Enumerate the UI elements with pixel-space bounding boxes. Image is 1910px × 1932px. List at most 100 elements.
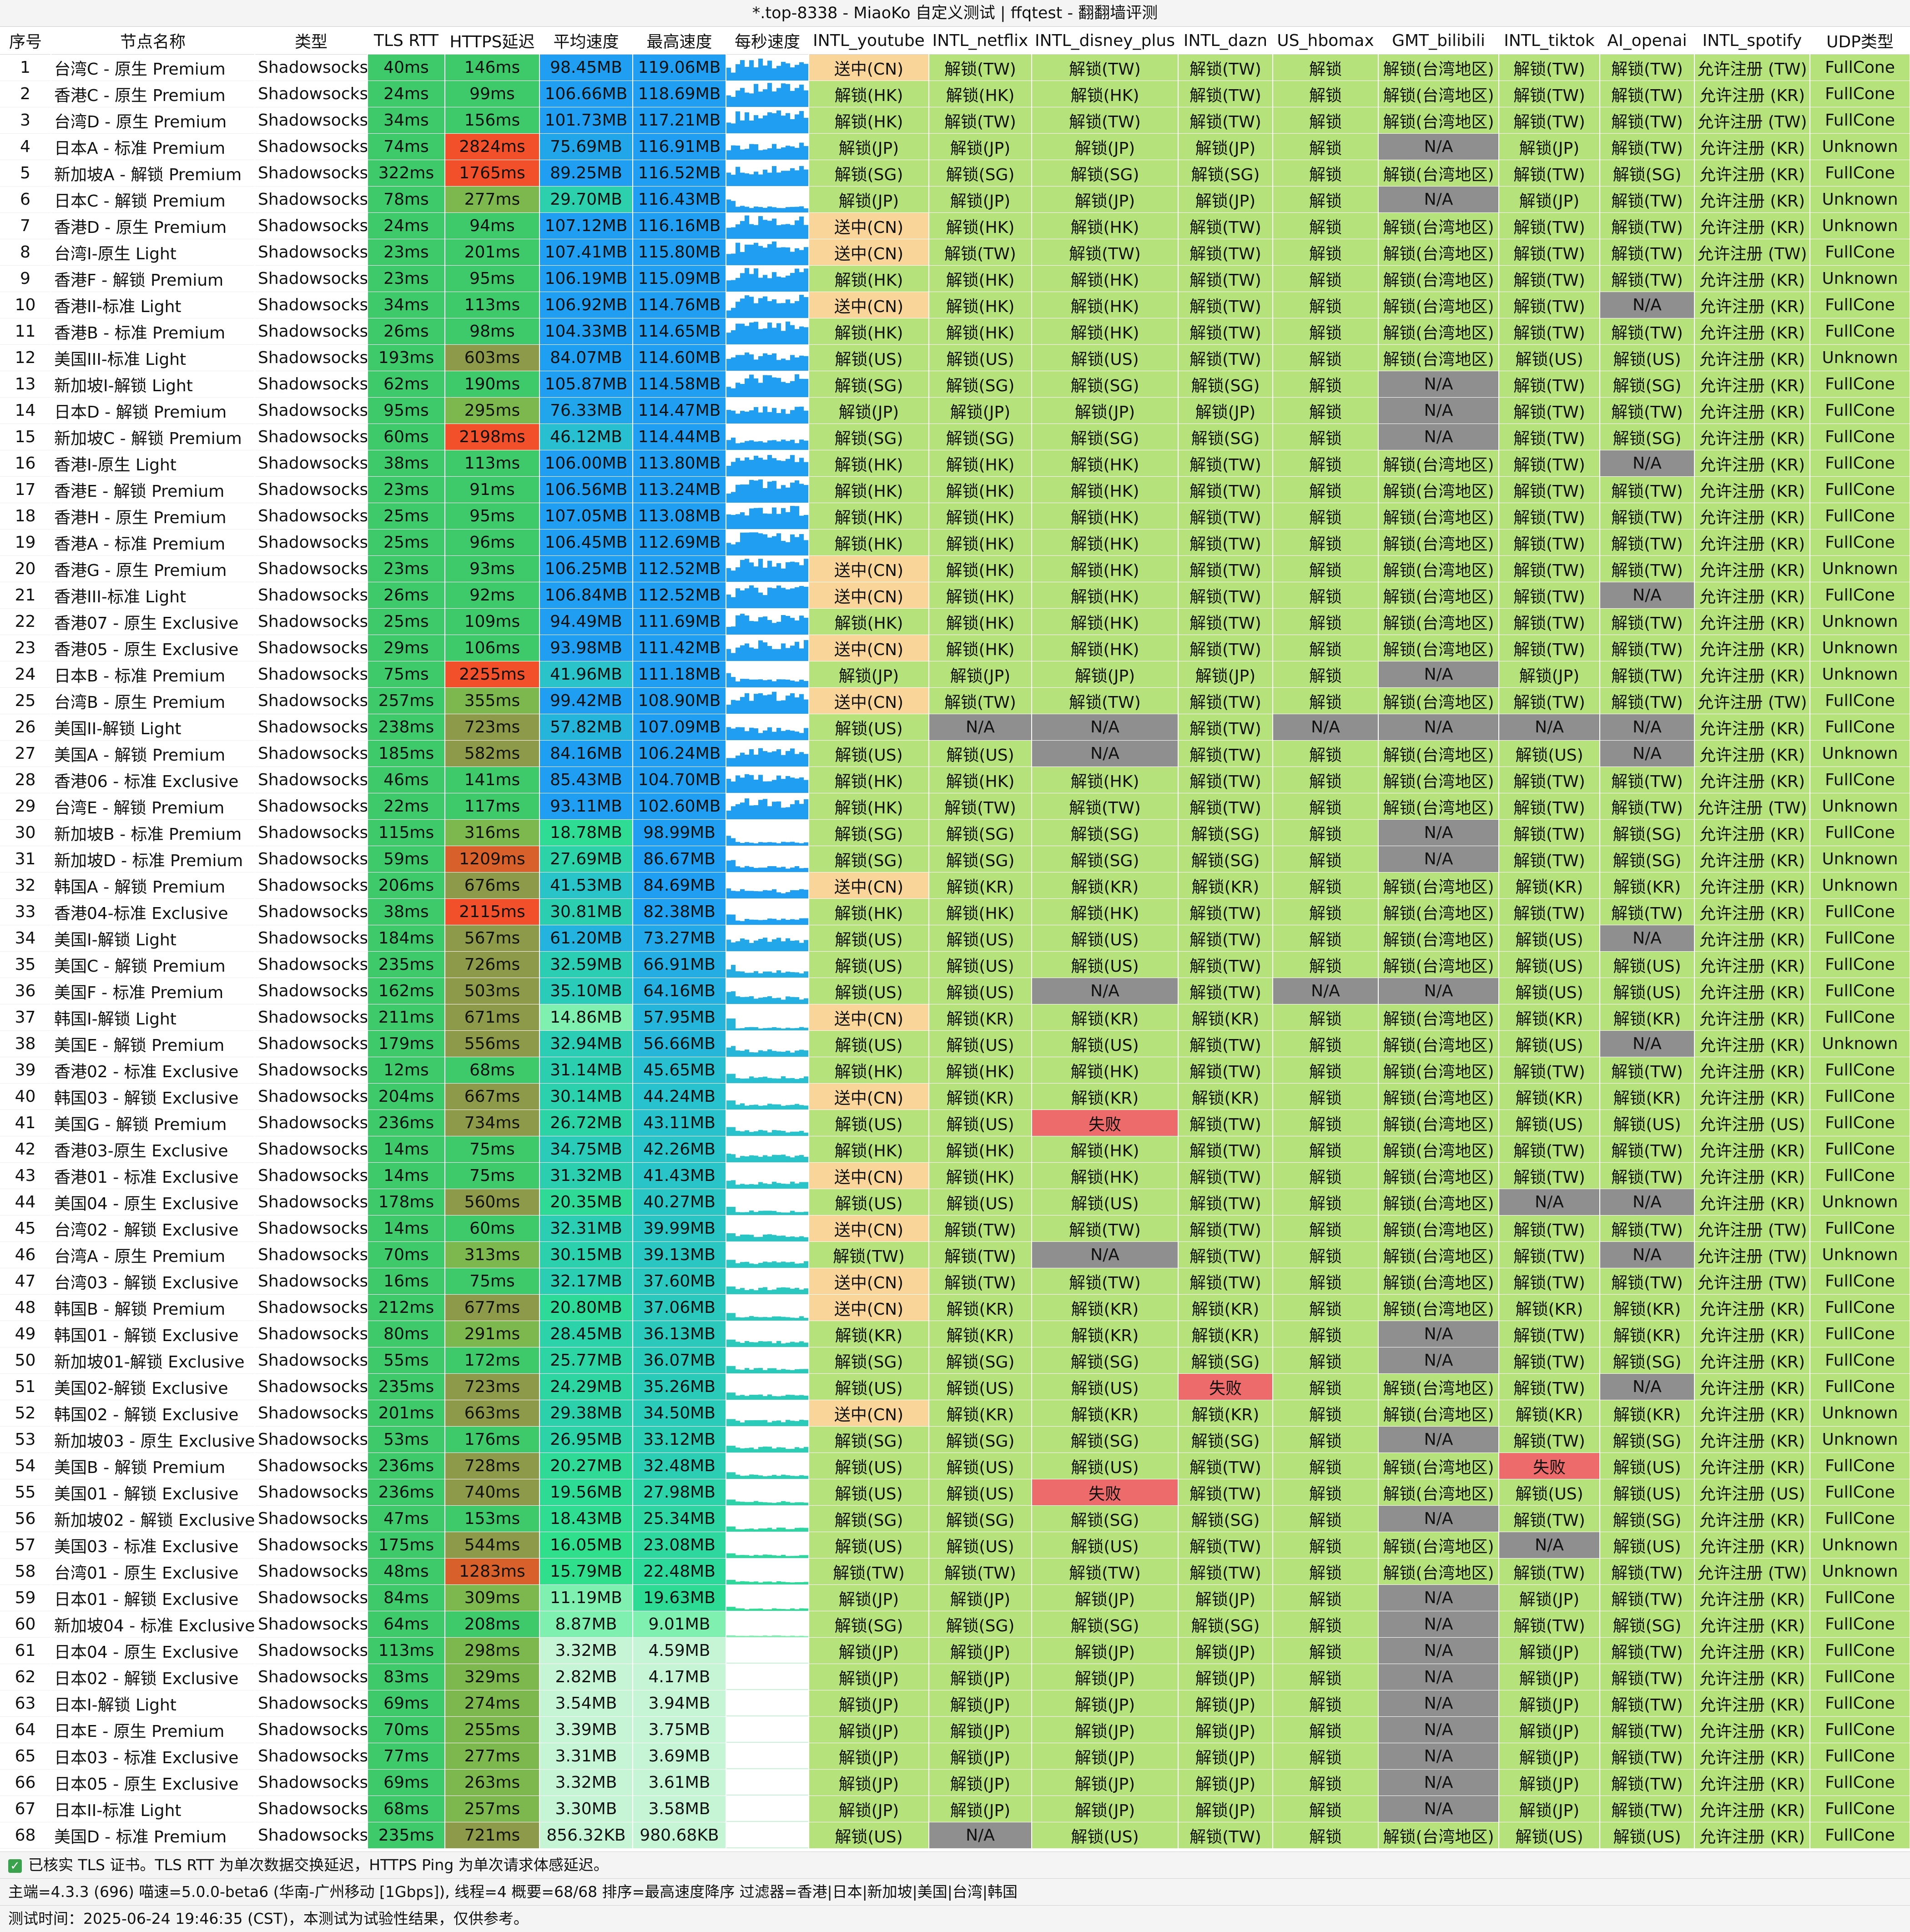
table-row[interactable]: 3 台湾D - 原生 Premium Shadowsocks 34ms 156ms 101… bbox=[0, 107, 1910, 134]
table-row[interactable]: 55 美国01 - 解锁 Exclusive Shadowsocks 236ms 740… bbox=[0, 1479, 1910, 1506]
table-row[interactable]: 62 日本02 - 解锁 Exclusive Shadowsocks 83ms 329m… bbox=[0, 1664, 1910, 1690]
avg-speed: 24.29MB bbox=[539, 1373, 633, 1400]
column-header[interactable]: INTL_tiktok bbox=[1499, 27, 1600, 55]
disney-plus-status: 解锁(JP) bbox=[1032, 1769, 1179, 1796]
table-row[interactable]: 2 香港C - 原生 Premium Shadowsocks 24ms 99ms 106.… bbox=[0, 81, 1910, 107]
table-row[interactable]: 6 日本C - 解锁 Premium Shadowsocks 78ms 277ms 29.… bbox=[0, 186, 1910, 213]
table-row[interactable]: 32 韩国A - 解锁 Premium Shadowsocks 206ms 676ms 4… bbox=[0, 872, 1910, 899]
table-row[interactable]: 53 新加坡03 - 原生 Exclusive Shadowsocks 53ms 176… bbox=[0, 1426, 1910, 1453]
table-row[interactable]: 22 香港07 - 原生 Exclusive Shadowsocks 25ms 109m… bbox=[0, 608, 1910, 635]
column-header[interactable]: HTTPS延迟 bbox=[445, 27, 539, 55]
table-row[interactable]: 48 韩国B - 解锁 Premium Shadowsocks 212ms 677ms 2… bbox=[0, 1294, 1910, 1321]
column-header[interactable]: AI_openai bbox=[1600, 27, 1694, 55]
column-header[interactable]: GMT_bilibili bbox=[1378, 27, 1499, 55]
table-row[interactable]: 58 台湾01 - 原生 Exclusive Shadowsocks 48ms 1283… bbox=[0, 1558, 1910, 1585]
table-row[interactable]: 13 新加坡I-解锁 Light Shadowsocks 62ms 190ms 105.8… bbox=[0, 371, 1910, 398]
table-row[interactable]: 4 日本A - 标准 Premium Shadowsocks 74ms 2824ms 75… bbox=[0, 133, 1910, 160]
table-row[interactable]: 14 日本D - 解锁 Premium Shadowsocks 95ms 295ms 76… bbox=[0, 397, 1910, 424]
table-row[interactable]: 37 韩国I-解锁 Light Shadowsocks 211ms 671ms 14.86… bbox=[0, 1004, 1910, 1031]
column-header[interactable]: INTL_netflix bbox=[929, 27, 1032, 55]
netflix-status: 解锁(KR) bbox=[929, 1400, 1032, 1427]
table-row[interactable]: 59 日本01 - 解锁 Exclusive Shadowsocks 84ms 309m… bbox=[0, 1584, 1910, 1611]
table-row[interactable]: 8 台湾I-原生 Light Shadowsocks 23ms 201ms 107.41M… bbox=[0, 239, 1910, 266]
spotify-status: 允许注册 (KR) bbox=[1694, 1136, 1810, 1163]
table-row[interactable]: 65 日本03 - 标准 Exclusive Shadowsocks 77ms 277m… bbox=[0, 1743, 1910, 1770]
table-row[interactable]: 39 香港02 - 标准 Exclusive Shadowsocks 12ms 68ms… bbox=[0, 1057, 1910, 1084]
column-header[interactable]: TLS RTT bbox=[368, 27, 445, 55]
sparkline-bar bbox=[767, 1554, 772, 1558]
table-row[interactable]: 61 日本04 - 原生 Exclusive Shadowsocks 113ms 298… bbox=[0, 1637, 1910, 1664]
table-row[interactable]: 66 日本05 - 原生 Exclusive Shadowsocks 69ms 263m… bbox=[0, 1769, 1910, 1796]
column-header[interactable]: 类型 bbox=[255, 27, 368, 55]
table-row[interactable]: 28 香港06 - 标准 Exclusive Shadowsocks 46ms 141m… bbox=[0, 767, 1910, 793]
table-row[interactable]: 42 香港03-原生 Exclusive Shadowsocks 14ms 75ms 34… bbox=[0, 1136, 1910, 1163]
column-header[interactable]: 序号 bbox=[0, 27, 51, 55]
table-row[interactable]: 60 新加坡04 - 标准 Exclusive Shadowsocks 64ms 208… bbox=[0, 1611, 1910, 1638]
table-row[interactable]: 15 新加坡C - 解锁 Premium Shadowsocks 60ms 2198ms… bbox=[0, 424, 1910, 450]
table-row[interactable]: 12 美国III-标准 Light Shadowsocks 193ms 603ms 84.… bbox=[0, 344, 1910, 371]
table-row[interactable]: 38 美国E - 解锁 Premium Shadowsocks 179ms 556ms 3… bbox=[0, 1030, 1910, 1057]
table-row[interactable]: 30 新加坡B - 标准 Premium Shadowsocks 115ms 316ms… bbox=[0, 819, 1910, 846]
table-row[interactable]: 10 香港II-标准 Light Shadowsocks 34ms 113ms 106.9… bbox=[0, 292, 1910, 318]
sparkline-bar bbox=[763, 65, 767, 81]
table-row[interactable]: 50 新加坡01-解锁 Exclusive Shadowsocks 55ms 172ms… bbox=[0, 1347, 1910, 1374]
column-header[interactable]: UDP类型 bbox=[1810, 27, 1910, 55]
table-row[interactable]: 20 香港G - 原生 Premium Shadowsocks 23ms 93ms 106… bbox=[0, 555, 1910, 582]
sparkline-bar bbox=[763, 595, 767, 608]
table-row[interactable]: 68 美国D - 标准 Premium Shadowsocks 235ms 721ms 8… bbox=[0, 1822, 1910, 1849]
table-row[interactable]: 34 美国I-解锁 Light Shadowsocks 184ms 567ms 61.20… bbox=[0, 925, 1910, 952]
table-row[interactable]: 26 美国II-解锁 Light Shadowsocks 238ms 723ms 57.8… bbox=[0, 714, 1910, 741]
hbomax-status: 解锁 bbox=[1273, 371, 1379, 398]
table-row[interactable]: 54 美国B - 解锁 Premium Shadowsocks 236ms 728ms 2… bbox=[0, 1453, 1910, 1479]
table-row[interactable]: 35 美国C - 解锁 Premium Shadowsocks 235ms 726ms 3… bbox=[0, 951, 1910, 978]
table-row[interactable]: 43 香港01 - 标准 Exclusive Shadowsocks 14ms 75ms… bbox=[0, 1162, 1910, 1189]
column-header[interactable]: INTL_spotify bbox=[1694, 27, 1810, 55]
table-row[interactable]: 19 香港A - 标准 Premium Shadowsocks 25ms 96ms 106… bbox=[0, 529, 1910, 556]
column-header[interactable]: INTL_youtube bbox=[809, 27, 929, 55]
sparkline-bar bbox=[790, 1741, 795, 1743]
column-header[interactable]: 平均速度 bbox=[539, 27, 633, 55]
sparkline-bar bbox=[726, 888, 731, 898]
table-row[interactable]: 1 台湾C - 原生 Premium Shadowsocks 40ms 146ms 98.… bbox=[0, 54, 1910, 81]
column-header[interactable]: 最高速度 bbox=[633, 27, 726, 55]
table-row[interactable]: 49 韩国01 - 解锁 Exclusive Shadowsocks 80ms 291m… bbox=[0, 1321, 1910, 1347]
table-row[interactable]: 27 美国A - 解锁 Premium Shadowsocks 185ms 582ms 8… bbox=[0, 740, 1910, 767]
column-header[interactable]: INTL_dazn bbox=[1178, 27, 1273, 55]
table-row[interactable]: 45 台湾02 - 解锁 Exclusive Shadowsocks 14ms 60ms… bbox=[0, 1215, 1910, 1242]
table-row[interactable]: 24 日本B - 标准 Premium Shadowsocks 75ms 2255ms 4… bbox=[0, 661, 1910, 688]
table-row[interactable]: 47 台湾03 - 解锁 Exclusive Shadowsocks 16ms 75ms… bbox=[0, 1268, 1910, 1295]
column-header[interactable]: 节点名称 bbox=[51, 27, 255, 55]
table-row[interactable]: 41 美国G - 解锁 Premium Shadowsocks 236ms 734ms 2… bbox=[0, 1110, 1910, 1136]
table-row[interactable]: 63 日本I-解锁 Light Shadowsocks 69ms 274ms 3.54MB… bbox=[0, 1690, 1910, 1717]
table-row[interactable]: 29 台湾E - 解锁 Premium Shadowsocks 22ms 117ms 93… bbox=[0, 793, 1910, 820]
table-row[interactable]: 51 美国02-解锁 Exclusive Shadowsocks 235ms 723ms… bbox=[0, 1373, 1910, 1400]
column-header[interactable]: 每秒速度 bbox=[726, 27, 809, 55]
table-row[interactable]: 23 香港05 - 原生 Exclusive Shadowsocks 29ms 106m… bbox=[0, 635, 1910, 661]
table-row[interactable]: 25 台湾B - 原生 Premium Shadowsocks 257ms 355ms 9… bbox=[0, 687, 1910, 714]
table-row[interactable]: 21 香港III-标准 Light Shadowsocks 26ms 92ms 106.8… bbox=[0, 582, 1910, 609]
table-row[interactable]: 31 新加坡D - 标准 Premium Shadowsocks 59ms 1209ms… bbox=[0, 846, 1910, 873]
table-row[interactable]: 56 新加坡02 - 解锁 Exclusive Shadowsocks 47ms 153… bbox=[0, 1505, 1910, 1532]
dazn-status: 解锁(JP) bbox=[1178, 1769, 1273, 1796]
table-row[interactable]: 16 香港I-原生 Light Shadowsocks 38ms 113ms 106.00… bbox=[0, 450, 1910, 477]
table-row[interactable]: 67 日本II-标准 Light Shadowsocks 68ms 257ms 3.30M… bbox=[0, 1796, 1910, 1822]
table-row[interactable]: 5 新加坡A - 解锁 Premium Shadowsocks 322ms 1765ms… bbox=[0, 160, 1910, 187]
table-row[interactable]: 7 香港D - 原生 Premium Shadowsocks 24ms 94ms 107.… bbox=[0, 212, 1910, 239]
column-header[interactable]: INTL_disney_plus bbox=[1032, 27, 1178, 55]
table-row[interactable]: 33 香港04-标准 Exclusive Shadowsocks 38ms 2115ms… bbox=[0, 898, 1910, 925]
table-row[interactable]: 57 美国03 - 标准 Exclusive Shadowsocks 175ms 544… bbox=[0, 1532, 1910, 1559]
table-row[interactable]: 11 香港B - 标准 Premium Shadowsocks 26ms 98ms 104… bbox=[0, 318, 1910, 345]
column-header[interactable]: US_hbomax bbox=[1273, 27, 1378, 55]
table-row[interactable]: 46 台湾A - 原生 Premium Shadowsocks 70ms 313ms 30… bbox=[0, 1241, 1910, 1268]
udp-type: Unknown bbox=[1810, 1241, 1910, 1268]
table-row[interactable]: 40 韩国03 - 解锁 Exclusive Shadowsocks 204ms 667… bbox=[0, 1083, 1910, 1110]
sparkline-bar bbox=[749, 1420, 754, 1426]
table-row[interactable]: 18 香港H - 原生 Premium Shadowsocks 25ms 95ms 107… bbox=[0, 503, 1910, 530]
table-row[interactable]: 9 香港F - 解锁 Premium Shadowsocks 23ms 95ms 106.… bbox=[0, 265, 1910, 292]
table-row[interactable]: 36 美国F - 标准 Premium Shadowsocks 162ms 503ms 3… bbox=[0, 978, 1910, 1004]
sparkline-bar bbox=[754, 1077, 758, 1083]
table-row[interactable]: 44 美国04 - 原生 Exclusive Shadowsocks 178ms 560… bbox=[0, 1189, 1910, 1216]
table-row[interactable]: 64 日本E - 原生 Premium Shadowsocks 70ms 255ms 3.… bbox=[0, 1716, 1910, 1743]
table-row[interactable]: 52 韩国02 - 解锁 Exclusive Shadowsocks 201ms 663… bbox=[0, 1400, 1910, 1427]
table-row[interactable]: 17 香港E - 解锁 Premium Shadowsocks 23ms 91ms 106… bbox=[0, 476, 1910, 503]
